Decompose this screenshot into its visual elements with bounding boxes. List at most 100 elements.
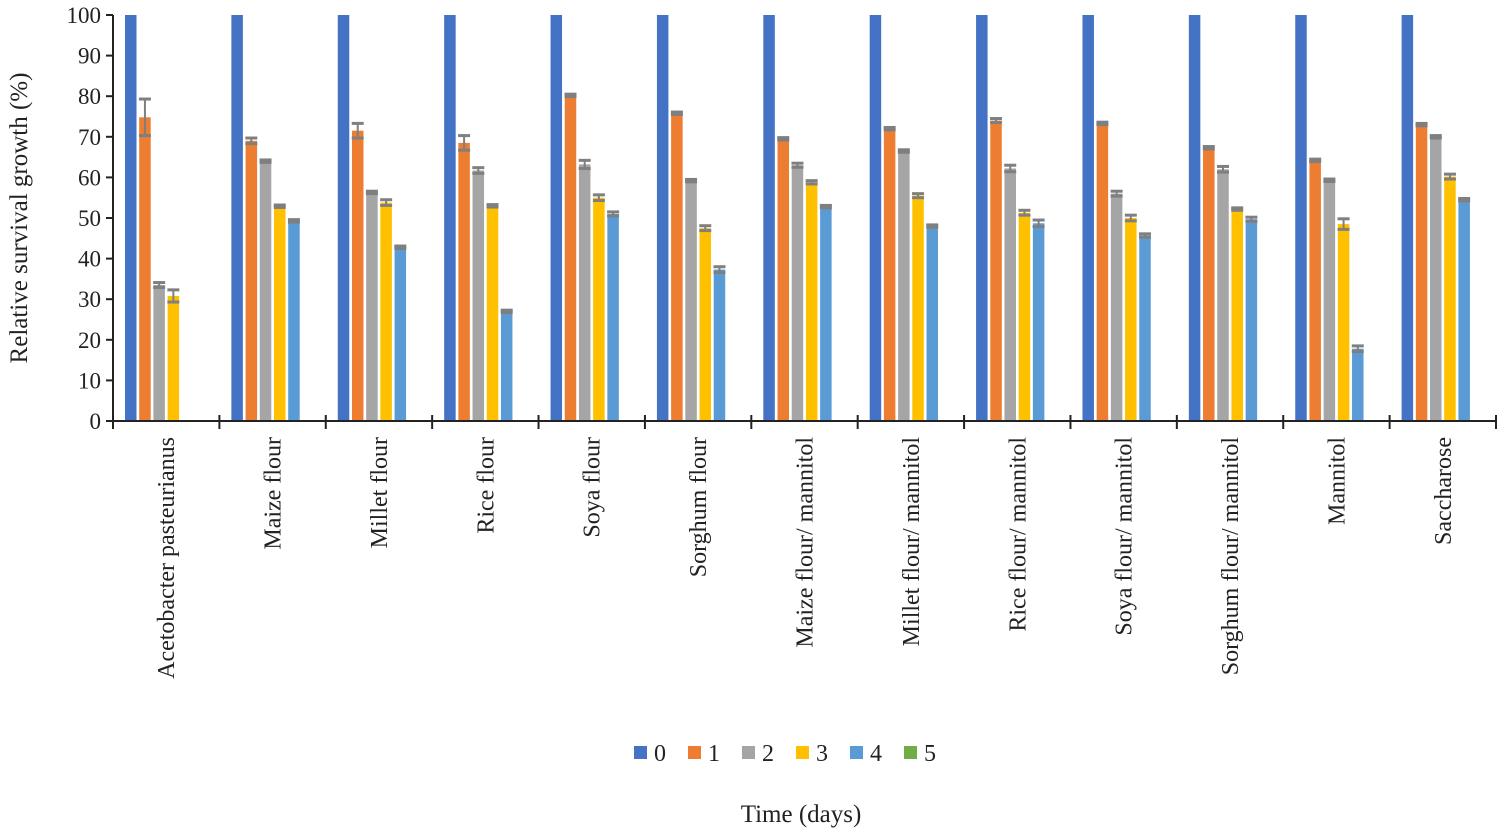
error-bar: [1110, 189, 1123, 198]
legend-swatch-2: [742, 746, 755, 759]
error-bar: [1096, 120, 1109, 127]
bar-series-0-6: [763, 15, 775, 421]
error-bar: [699, 224, 712, 233]
bar-series-2-7: [898, 151, 910, 421]
error-bar: [1351, 344, 1364, 354]
legend-label: 2: [762, 741, 774, 767]
bars-layer: [125, 15, 1471, 422]
error-bar: [365, 189, 378, 196]
bar-series-4-4: [607, 213, 619, 421]
error-bar: [486, 203, 499, 209]
bar-series-4-12: [1458, 199, 1470, 421]
error-bar: [777, 136, 790, 142]
bar-series-3-7: [912, 195, 924, 421]
error-bar: [1415, 121, 1428, 128]
x-tick-label: Mannitol: [1324, 437, 1350, 525]
y-tick-label: 100: [67, 3, 102, 28]
error-bar: [1004, 163, 1017, 174]
error-bar: [990, 117, 1003, 125]
axes-layer: 0 10 20 30 40 50 60 70 80 90 100 Acetobacter pasteu…: [67, 3, 1497, 679]
legend-swatch-1: [688, 746, 701, 759]
error-bar: [259, 158, 272, 164]
bar-series-4-11: [1352, 348, 1364, 421]
y-tick-label: 30: [78, 287, 101, 312]
error-bar: [805, 179, 818, 186]
y-tick-label: 40: [78, 247, 101, 272]
legend-swatch-4: [850, 746, 863, 759]
bar-series-4-7: [926, 226, 938, 421]
error-bar: [685, 177, 698, 184]
bar-series-4-8: [1032, 223, 1045, 421]
error-bar: [670, 110, 683, 116]
y-tick-label: 70: [78, 125, 101, 150]
error-bar: [245, 136, 258, 146]
error-bar: [713, 265, 726, 274]
legend-label: 5: [924, 741, 936, 767]
bar-series-0-1: [231, 15, 243, 421]
x-tick-label: Millet flour: [367, 437, 393, 548]
x-tick-label: Saccharose: [1431, 437, 1457, 545]
bar-series-3-12: [1444, 176, 1456, 421]
error-bar: [1202, 145, 1215, 151]
x-tick-label: Sorghum flour: [686, 437, 712, 577]
legend: 0 1 2 3 4 5: [634, 741, 936, 767]
bar-series-3-6: [805, 182, 818, 421]
x-tick-label: Acetobacter pasteurianus: [154, 437, 180, 679]
error-bar: [1139, 232, 1152, 239]
bar-series-1-0: [139, 117, 151, 421]
bar-series-2-5: [685, 180, 697, 421]
error-bar: [1309, 157, 1322, 164]
legend-label: 3: [816, 741, 828, 767]
error-bar: [1245, 215, 1258, 223]
x-tick-label: Millet flour/ mannitol: [899, 437, 925, 647]
bar-series-4-1: [288, 220, 300, 421]
x-tick-label: Maize flour/ mannitol: [793, 437, 819, 648]
error-bar: [1323, 177, 1336, 183]
error-bar: [458, 134, 471, 152]
error-bar: [791, 161, 804, 169]
bar-series-1-12: [1415, 124, 1428, 422]
bar-series-2-0: [153, 284, 165, 421]
bar-series-0-0: [125, 15, 137, 421]
error-bar: [912, 192, 925, 200]
bar-series-3-8: [1018, 212, 1031, 421]
legend-swatch-5: [904, 746, 917, 759]
bar-series-0-12: [1401, 15, 1414, 421]
bar-series-4-9: [1139, 235, 1151, 421]
error-bar: [1018, 208, 1031, 217]
x-tick-label: Sorghum flour/ mannitol: [1218, 437, 1244, 676]
bar-series-0-11: [1295, 15, 1307, 421]
error-bar: [564, 92, 577, 99]
error-bar: [1032, 218, 1045, 229]
y-axis-title: Relative survival growth (%): [6, 73, 33, 364]
legend-label: 1: [708, 741, 720, 767]
error-bar: [578, 158, 591, 170]
bar-series-0-8: [976, 15, 988, 421]
y-tick-label: 10: [78, 368, 101, 393]
error-bar: [1429, 134, 1442, 140]
x-axis-title: Time (days): [741, 801, 862, 828]
bar-series-2-1: [259, 161, 272, 421]
bar-series-1-6: [777, 138, 790, 421]
bar-series-2-3: [472, 170, 485, 421]
error-bar: [351, 121, 364, 140]
x-tick-label: Maize flour: [261, 437, 287, 550]
bar-series-1-5: [671, 113, 683, 421]
bar-series-0-4: [550, 15, 563, 421]
bar-series-1-3: [458, 142, 470, 421]
bar-series-1-8: [990, 120, 1002, 421]
bar-series-2-2: [366, 192, 378, 421]
y-tick-label: 60: [78, 165, 101, 190]
error-bar: [500, 308, 513, 315]
bar-series-2-10: [1217, 169, 1229, 421]
bar-series-3-0: [167, 295, 180, 421]
y-tick-label: 0: [90, 409, 102, 434]
bar-series-1-1: [245, 140, 258, 422]
error-bar: [472, 166, 485, 175]
x-tick-label: Rice flour/ mannitol: [1005, 437, 1031, 632]
bar-series-0-3: [444, 15, 456, 421]
error-bar: [1231, 206, 1244, 212]
error-bar: [897, 148, 910, 154]
legend-swatch-3: [796, 746, 809, 759]
x-tick-label: Soya flour: [580, 437, 606, 538]
